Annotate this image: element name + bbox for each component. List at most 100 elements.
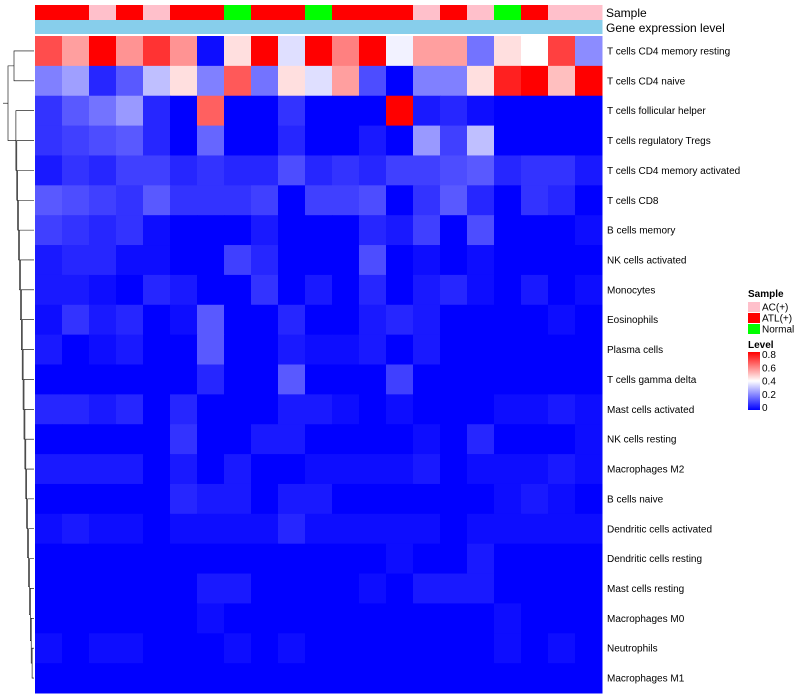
heatmap-cell	[305, 95, 333, 127]
heatmap-cell	[62, 603, 90, 634]
heatmap-cell	[413, 274, 441, 306]
heatmap-cell	[62, 185, 90, 216]
heatmap-cell	[386, 543, 414, 575]
sample-annotation-cell	[521, 5, 549, 20]
heatmap-cell	[143, 633, 171, 664]
heatmap-cell	[494, 65, 522, 97]
heatmap-cell	[575, 304, 603, 336]
heatmap-cell	[143, 185, 171, 216]
dendrogram-branch	[7, 65, 16, 141]
heatmap-cell	[305, 125, 333, 156]
heatmap-cell	[224, 633, 252, 664]
heatmap-cell	[251, 65, 279, 97]
row-label: T cells CD4 memory resting	[607, 46, 730, 57]
heatmap-cell	[35, 65, 63, 97]
heatmap-cell	[116, 573, 144, 604]
heatmap-cell	[251, 364, 279, 395]
heatmap-cell	[278, 245, 306, 276]
heatmap-cell	[521, 215, 549, 246]
heatmap-cell	[413, 36, 441, 67]
heatmap-cell	[224, 364, 252, 395]
heatmap-cell	[305, 155, 333, 186]
heatmap-cell	[62, 304, 90, 336]
heatmap-cell	[170, 274, 198, 306]
heatmap-cell	[197, 663, 225, 694]
heatmap-cell	[494, 95, 522, 127]
expression-annotation-cell	[62, 20, 90, 34]
heatmap-cell	[35, 36, 63, 67]
heatmap-cell	[116, 483, 144, 515]
heatmap-cell	[143, 663, 171, 694]
heatmap-cell	[116, 304, 144, 336]
heatmap-cell	[575, 155, 603, 186]
expression-annotation-cell	[413, 20, 441, 34]
heatmap-cell	[386, 424, 414, 455]
row-label: Mast cells resting	[607, 584, 684, 595]
level-legend-title: Level	[748, 340, 774, 351]
row-label: NK cells resting	[607, 435, 676, 446]
heatmap-cell	[35, 274, 63, 306]
heatmap-cell	[143, 245, 171, 276]
heatmap-cell	[359, 245, 387, 276]
heatmap-cell	[116, 633, 144, 664]
heatmap-cell	[332, 513, 360, 545]
expression-annotation-cell	[35, 20, 63, 34]
heatmap-cell	[278, 215, 306, 246]
heatmap-cell	[305, 483, 333, 515]
heatmap-cell	[548, 633, 576, 664]
heatmap-cell	[305, 245, 333, 276]
heatmap-cell	[197, 274, 225, 306]
heatmap-cell	[440, 483, 468, 515]
heatmap-cell	[143, 95, 171, 127]
heatmap-cell	[170, 663, 198, 694]
heatmap-cell	[494, 155, 522, 186]
heatmap-cell	[548, 424, 576, 455]
sample-annotation-cell	[359, 5, 387, 20]
heatmap-cell	[116, 274, 144, 306]
row-dendrogram	[3, 50, 34, 679]
expression-annotation-cell	[116, 20, 144, 34]
heatmap-cell	[197, 215, 225, 246]
heatmap-cell	[305, 663, 333, 694]
heatmap-cell	[575, 334, 603, 365]
heatmap-cell	[143, 364, 171, 395]
heatmap-cell	[170, 245, 198, 276]
row-labels: T cells CD4 memory resting T cells CD4 na…	[607, 46, 740, 684]
heatmap-cell	[197, 573, 225, 604]
heatmap-cell	[224, 543, 252, 575]
heatmap-cell	[224, 334, 252, 365]
heatmap-cell	[278, 334, 306, 365]
heatmap-cell	[521, 155, 549, 186]
heatmap-cell	[278, 65, 306, 97]
heatmap-cell	[494, 483, 522, 515]
heatmap-cell	[575, 95, 603, 127]
heatmap-cell	[224, 95, 252, 127]
heatmap-cell	[305, 573, 333, 604]
heatmap-cell	[521, 274, 549, 306]
expression-annotation-cell	[89, 20, 117, 34]
heatmap-cell	[35, 364, 63, 395]
heatmap-cell	[62, 424, 90, 455]
sample-annotation-cell	[197, 5, 225, 20]
heatmap-cell	[143, 155, 171, 186]
heatmap-cell	[413, 424, 441, 455]
expression-annotation-cell	[521, 20, 549, 34]
heatmap-cell	[359, 274, 387, 306]
heatmap-cell	[386, 274, 414, 306]
heatmap-cell	[575, 215, 603, 246]
heatmap-cell	[116, 394, 144, 425]
heatmap-cell	[359, 304, 387, 336]
heatmap-cell	[170, 215, 198, 246]
heatmap-cell	[548, 95, 576, 127]
heatmap-cell	[305, 424, 333, 455]
heatmap-cell	[251, 513, 279, 545]
heatmap-cell	[197, 185, 225, 216]
heatmap-cell	[413, 633, 441, 664]
sample-annotation-cell	[386, 5, 414, 20]
level-tick-label: 0	[762, 403, 768, 414]
heatmap-cell	[332, 215, 360, 246]
heatmap-cell	[197, 334, 225, 365]
heatmap-cell	[62, 663, 90, 694]
heatmap-cell	[143, 454, 171, 485]
heatmap-cell	[440, 454, 468, 485]
